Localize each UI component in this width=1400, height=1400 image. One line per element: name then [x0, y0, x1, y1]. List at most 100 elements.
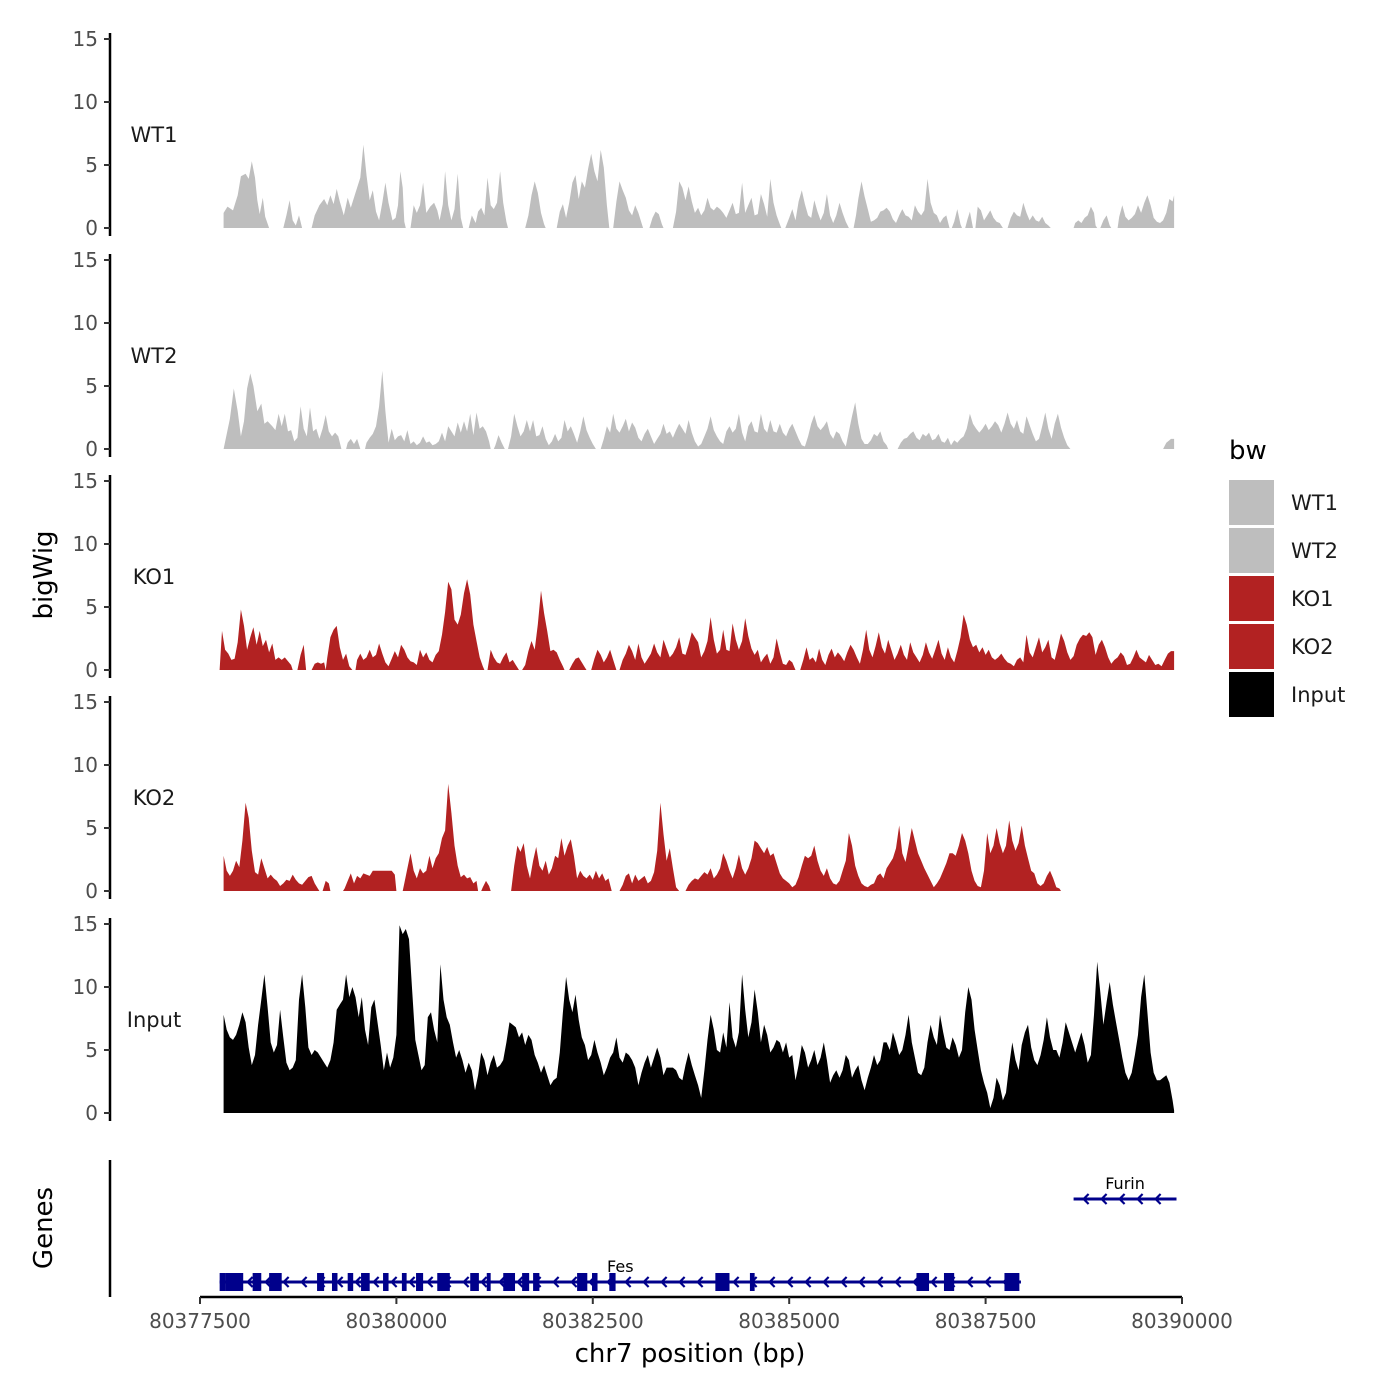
legend-label: KO2: [1291, 635, 1334, 659]
exon: [416, 1273, 424, 1291]
legend-swatch: [1229, 576, 1274, 621]
gene-track: Fes Furin: [108, 1160, 1177, 1297]
track-wt2: 0 5 10 15 WT2: [73, 248, 1175, 461]
legend-swatch: [1229, 480, 1274, 525]
strand-arrow: [300, 1276, 308, 1288]
legend-swatch: [1229, 672, 1274, 717]
track-ko2: 0 5 10 15 KO2: [73, 690, 1175, 903]
strand-arrow: [732, 1276, 740, 1288]
gene-label: Furin: [1105, 1174, 1145, 1193]
y-tick-label: 5: [85, 153, 98, 177]
track-label: WT1: [131, 123, 178, 147]
y-tick-label: 15: [73, 248, 98, 272]
exon: [331, 1273, 338, 1291]
exon: [943, 1273, 955, 1291]
exon: [916, 1273, 930, 1291]
x-axis: 80377500 80380000 80382500 80385000 80387500…: [149, 1295, 1233, 1333]
strand-arrow: [1100, 1193, 1108, 1205]
y-tick-label: 0: [85, 879, 98, 903]
strand-arrow: [246, 1276, 254, 1288]
x-tick-label: 80387500: [935, 1309, 1037, 1333]
x-tick-label: 80382500: [542, 1309, 644, 1333]
area-wt1: [223, 144, 1175, 228]
exon: [269, 1273, 282, 1291]
legend-label: WT2: [1291, 539, 1338, 563]
track-ko1: 0 5 10 15 KO1: [73, 469, 1175, 682]
gene-label: Fes: [607, 1257, 634, 1276]
coverage-tracks: 0 5 10 15 WT1 0 5 10 15 WT2 0 5 10 15 KO1 0 5 10 15 KO2 0 5 10…: [73, 27, 1175, 1125]
track-label: WT2: [131, 344, 178, 368]
y-tick-label: 10: [73, 532, 98, 556]
track-input: 0 5 10 15 Input: [73, 912, 1175, 1125]
strand-arrow: [984, 1276, 992, 1288]
y-tick-label: 10: [73, 975, 98, 999]
legend-item-input: Input: [1229, 672, 1345, 717]
exon: [609, 1273, 616, 1291]
strand-arrow: [768, 1276, 776, 1288]
legend-item-wt2: WT2: [1229, 528, 1338, 573]
strand-arrow: [264, 1276, 272, 1288]
strand-arrow: [822, 1276, 830, 1288]
genes-axis-title: Genes: [29, 1187, 59, 1269]
strand-arrow: [516, 1276, 524, 1288]
exon: [219, 1273, 226, 1291]
strand-arrow: [426, 1276, 434, 1288]
legend-label: WT1: [1291, 491, 1338, 515]
strand-arrow: [462, 1276, 470, 1288]
strand-arrow: [1136, 1193, 1144, 1205]
exon: [715, 1273, 730, 1291]
y-axis-title: bigWig: [29, 530, 59, 619]
strand-arrow: [480, 1276, 488, 1288]
x-axis-title: chr7 position (bp): [575, 1339, 806, 1369]
gene-fes: Fes: [219, 1257, 1021, 1291]
strand-arrow: [786, 1276, 794, 1288]
y-tick-label: 15: [73, 469, 98, 493]
legend-label: Input: [1291, 683, 1345, 707]
legend-label: KO1: [1291, 587, 1334, 611]
y-tick-label: 10: [73, 90, 98, 114]
legend-title: bw: [1229, 436, 1267, 466]
y-tick-label: 5: [85, 595, 98, 619]
track-wt1: 0 5 10 15 WT1: [73, 27, 1175, 240]
exon: [401, 1273, 407, 1291]
strand-arrow: [408, 1276, 416, 1288]
exon: [252, 1273, 262, 1291]
track-label: KO1: [133, 565, 176, 589]
strand-arrow: [930, 1276, 938, 1288]
strand-arrow: [336, 1276, 344, 1288]
exon: [592, 1273, 598, 1291]
exon: [577, 1273, 588, 1291]
strand-arrow: [282, 1276, 290, 1288]
area-input: [223, 925, 1175, 1113]
strand-arrow: [624, 1276, 632, 1288]
y-tick-label: 15: [73, 912, 98, 936]
strand-arrow: [696, 1276, 704, 1288]
strand-arrow: [390, 1276, 398, 1288]
exon: [486, 1273, 491, 1291]
legend: WT1 WT2 KO1 KO2 Input: [1229, 480, 1345, 717]
exon: [361, 1273, 370, 1291]
area-wt2: [223, 370, 1175, 449]
strand-arrow: [840, 1276, 848, 1288]
legend-swatch: [1229, 528, 1274, 573]
strand-arrow: [1154, 1193, 1162, 1205]
area-ko1: [219, 579, 1175, 670]
strand-arrow: [354, 1276, 362, 1288]
strand-arrow: [894, 1276, 902, 1288]
gene-furin: Furin: [1073, 1174, 1177, 1205]
strand-arrow: [552, 1276, 560, 1288]
y-tick-label: 15: [73, 690, 98, 714]
y-tick-label: 15: [73, 27, 98, 51]
exon: [225, 1273, 244, 1291]
exon: [1004, 1273, 1020, 1291]
x-tick-label: 80385000: [738, 1309, 840, 1333]
y-tick-label: 0: [85, 216, 98, 240]
strand-arrow: [372, 1276, 380, 1288]
exon: [749, 1273, 755, 1291]
y-tick-label: 5: [85, 1038, 98, 1062]
y-tick-label: 0: [85, 1101, 98, 1125]
y-tick-label: 0: [85, 437, 98, 461]
exon: [470, 1273, 479, 1291]
legend-item-wt1: WT1: [1229, 480, 1338, 525]
exon: [437, 1273, 450, 1291]
